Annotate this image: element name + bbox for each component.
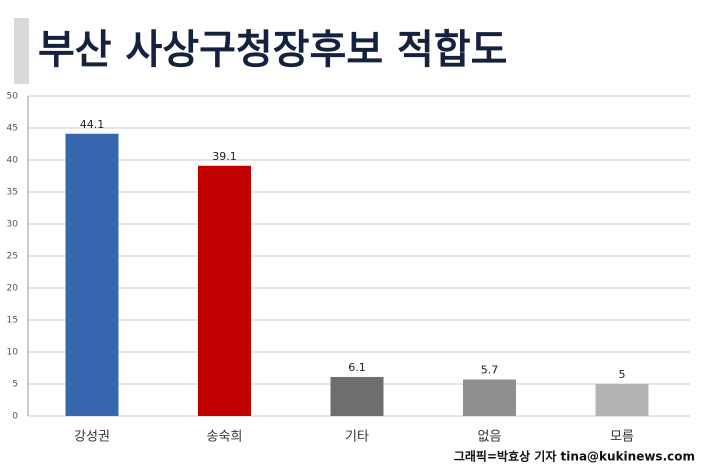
bar <box>65 133 119 416</box>
y-tick-label: 35 <box>7 188 18 198</box>
y-tick-label: 50 <box>7 92 19 102</box>
x-tick-label: 모름 <box>610 430 634 445</box>
value-label: 39.1 <box>212 150 237 163</box>
y-tick-label: 20 <box>7 284 19 294</box>
value-label: 44.1 <box>80 118 105 131</box>
y-tick-label: 15 <box>7 316 18 326</box>
value-label: 5 <box>619 368 626 381</box>
y-tick-label: 0 <box>12 412 18 422</box>
bar <box>463 379 516 416</box>
bar <box>595 384 649 416</box>
title-accent <box>14 18 29 84</box>
y-tick-label: 25 <box>7 252 18 262</box>
x-tick-label: 기타 <box>345 430 369 445</box>
bar <box>330 376 384 416</box>
source: 그래픽=박효상 기자 tina@kukinews.com <box>454 449 695 464</box>
y-tick-label: 5 <box>12 380 18 390</box>
x-tick-label: 강성권 <box>74 430 110 445</box>
value-label: 5.7 <box>481 364 499 377</box>
y-tick-label: 30 <box>7 220 19 230</box>
x-tick-label: 송숙희 <box>207 430 243 445</box>
value-label: 6.1 <box>348 361 366 374</box>
y-tick-label: 45 <box>7 124 18 134</box>
x-tick-label: 없음 <box>478 430 502 445</box>
y-tick-label: 40 <box>7 156 19 166</box>
bar <box>198 165 251 416</box>
y-tick-label: 10 <box>7 348 19 358</box>
chart-title: 부산 사상구청장후보 적합도 <box>38 27 507 73</box>
